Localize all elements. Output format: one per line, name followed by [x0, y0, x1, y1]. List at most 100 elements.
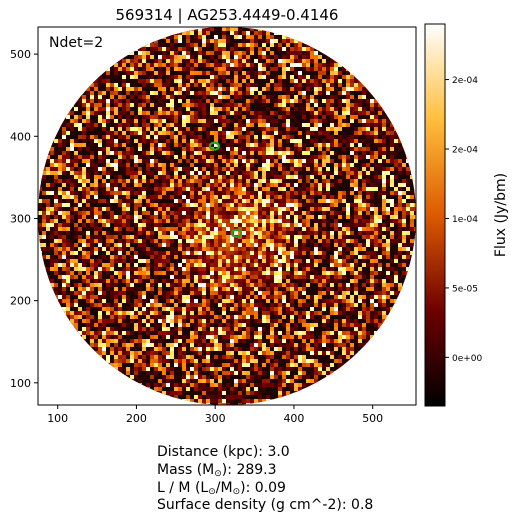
- map-pixel: [258, 275, 262, 279]
- map-pixel: [146, 231, 150, 235]
- map-pixel: [146, 123, 150, 127]
- map-pixel: [298, 203, 302, 207]
- map-pixel: [126, 203, 130, 207]
- map-pixel: [246, 283, 250, 287]
- map-pixel: [346, 223, 350, 227]
- map-pixel: [302, 275, 306, 279]
- map-pixel: [414, 215, 416, 219]
- map-pixel: [298, 43, 302, 47]
- map-pixel: [302, 47, 306, 51]
- map-pixel: [158, 75, 162, 79]
- map-pixel: [54, 271, 58, 275]
- map-pixel: [214, 187, 218, 191]
- map-pixel: [410, 207, 414, 211]
- map-pixel: [390, 123, 394, 127]
- map-pixel: [298, 55, 302, 59]
- map-pixel: [54, 231, 58, 235]
- map-pixel: [406, 255, 410, 259]
- map-pixel: [246, 159, 250, 163]
- map-pixel: [82, 255, 86, 259]
- map-pixel: [262, 287, 266, 291]
- map-pixel: [170, 47, 174, 51]
- map-pixel: [318, 87, 322, 91]
- map-pixel: [114, 223, 118, 227]
- map-pixel: [262, 235, 266, 239]
- map-pixel: [278, 247, 282, 251]
- map-pixel: [350, 227, 354, 231]
- map-pixel: [334, 223, 338, 227]
- map-pixel: [294, 195, 298, 199]
- map-pixel: [106, 247, 110, 251]
- map-pixel: [290, 51, 294, 55]
- map-pixel: [222, 103, 226, 107]
- map-pixel: [114, 99, 118, 103]
- map-pixel: [186, 255, 190, 259]
- map-pixel: [118, 255, 122, 259]
- map-pixel: [306, 63, 310, 67]
- map-pixel: [182, 115, 186, 119]
- map-pixel: [270, 179, 274, 183]
- map-pixel: [254, 219, 258, 223]
- map-pixel: [90, 207, 94, 211]
- map-pixel: [214, 223, 218, 227]
- map-pixel: [254, 171, 258, 175]
- map-pixel: [354, 127, 358, 131]
- map-pixel: [170, 231, 174, 235]
- map-pixel: [70, 111, 74, 115]
- map-pixel: [110, 239, 114, 243]
- map-pixel: [370, 207, 374, 211]
- map-pixel: [222, 147, 226, 151]
- map-pixel: [86, 195, 90, 199]
- map-pixel: [78, 147, 82, 151]
- map-pixel: [242, 135, 246, 139]
- map-pixel: [226, 59, 230, 63]
- map-pixel: [78, 271, 82, 275]
- map-pixel: [222, 107, 226, 111]
- map-pixel: [354, 263, 358, 267]
- map-pixel: [158, 231, 162, 235]
- map-pixel: [98, 211, 102, 215]
- map-pixel: [58, 203, 62, 207]
- map-pixel: [50, 211, 54, 215]
- map-pixel: [130, 171, 134, 175]
- map-pixel: [86, 279, 90, 283]
- map-pixel: [106, 243, 110, 247]
- map-pixel: [290, 139, 294, 143]
- map-pixel: [306, 275, 310, 279]
- map-pixel: [382, 179, 386, 183]
- map-pixel: [262, 227, 266, 231]
- map-pixel: [46, 207, 50, 211]
- map-pixel: [198, 215, 202, 219]
- map-pixel: [74, 143, 78, 147]
- map-pixel: [362, 219, 366, 223]
- map-pixel: [42, 243, 46, 247]
- map-pixel: [366, 199, 370, 203]
- map-pixel: [198, 143, 202, 147]
- map-pixel: [234, 279, 238, 283]
- map-pixel: [206, 151, 210, 155]
- map-pixel: [142, 71, 146, 75]
- map-pixel: [378, 279, 382, 283]
- map-pixel: [270, 59, 274, 63]
- map-pixel: [126, 91, 130, 95]
- map-pixel: [90, 223, 94, 227]
- map-pixel: [130, 175, 134, 179]
- map-pixel: [142, 271, 146, 275]
- map-pixel: [234, 75, 238, 79]
- map-pixel: [162, 131, 166, 135]
- map-pixel: [150, 67, 154, 71]
- map-pixel: [250, 91, 254, 95]
- map-pixel: [218, 219, 222, 223]
- map-pixel: [326, 119, 330, 123]
- map-pixel: [90, 219, 94, 223]
- map-pixel: [310, 247, 314, 251]
- map-pixel: [254, 267, 258, 271]
- map-pixel: [262, 219, 266, 223]
- map-pixel: [78, 99, 82, 103]
- map-pixel: [390, 211, 394, 215]
- map-pixel: [154, 135, 158, 139]
- map-pixel: [258, 287, 262, 291]
- map-pixel: [234, 83, 238, 87]
- map-pixel: [366, 167, 370, 171]
- map-pixel: [258, 255, 262, 259]
